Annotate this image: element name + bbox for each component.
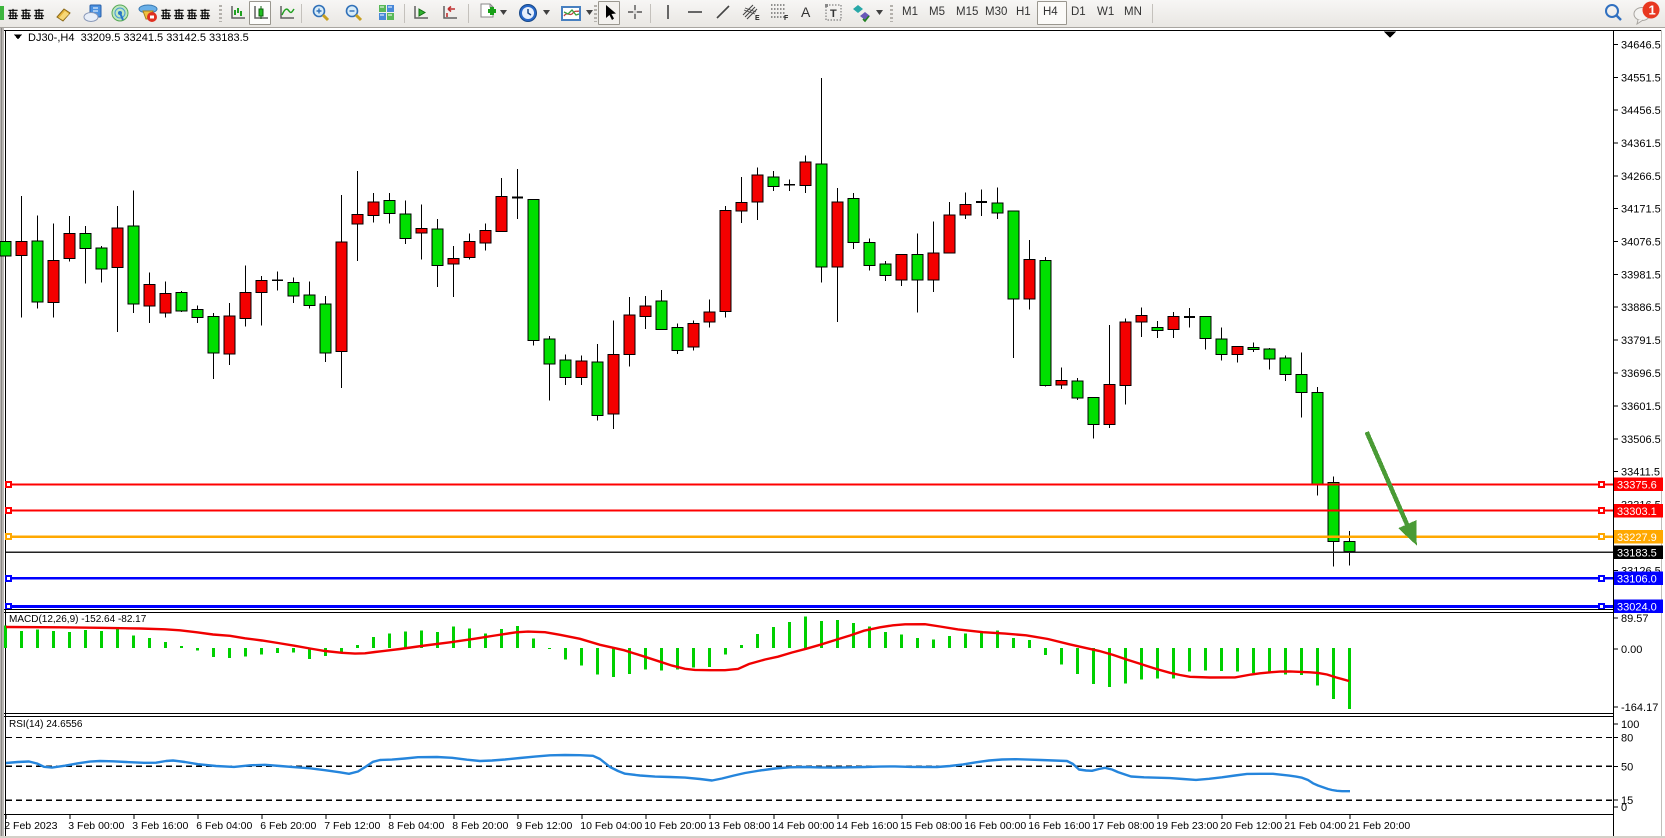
svg-text:17 Feb 08:00: 17 Feb 08:00 xyxy=(1092,820,1154,832)
svg-text:33981.5: 33981.5 xyxy=(1621,269,1661,281)
svg-text:33696.5: 33696.5 xyxy=(1621,368,1661,380)
svg-text:15: 15 xyxy=(1621,795,1633,807)
svg-text:0: 0 xyxy=(1621,802,1627,814)
svg-text:3 Feb 16:00: 3 Feb 16:00 xyxy=(132,820,188,832)
svg-text:10 Feb 04:00: 10 Feb 04:00 xyxy=(580,820,642,832)
svg-text:16 Feb 16:00: 16 Feb 16:00 xyxy=(1028,820,1090,832)
svg-text:33886.5: 33886.5 xyxy=(1621,302,1661,314)
svg-text:MACD(12,26,9) -152.64 -82.17: MACD(12,26,9) -152.64 -82.17 xyxy=(9,614,147,625)
svg-text:33411.5: 33411.5 xyxy=(1621,467,1660,479)
svg-text:15 Feb 08:00: 15 Feb 08:00 xyxy=(900,820,962,832)
svg-text:14 Feb 16:00: 14 Feb 16:00 xyxy=(836,820,898,832)
svg-text:34646.5: 34646.5 xyxy=(1621,39,1661,51)
svg-text:34456.5: 34456.5 xyxy=(1621,105,1661,117)
svg-text:21 Feb 04:00: 21 Feb 04:00 xyxy=(1284,820,1346,832)
svg-text:33227.9: 33227.9 xyxy=(1617,532,1657,544)
svg-text:10 Feb 20:00: 10 Feb 20:00 xyxy=(644,820,706,832)
svg-text:33183.5: 33183.5 xyxy=(1617,548,1657,560)
svg-text:33303.1: 33303.1 xyxy=(1617,506,1657,518)
svg-text:34361.5: 34361.5 xyxy=(1621,138,1661,150)
svg-text:33024.0: 33024.0 xyxy=(1617,602,1657,614)
svg-text:F: F xyxy=(784,15,789,22)
svg-text:89.57: 89.57 xyxy=(1621,613,1649,625)
svg-text:100: 100 xyxy=(1621,719,1639,731)
svg-text:33106.0: 33106.0 xyxy=(1617,574,1657,586)
svg-text:13 Feb 08:00: 13 Feb 08:00 xyxy=(708,820,770,832)
svg-text:9 Feb 12:00: 9 Feb 12:00 xyxy=(516,820,572,832)
svg-text:14 Feb 00:00: 14 Feb 00:00 xyxy=(772,820,834,832)
svg-text:34551.5: 34551.5 xyxy=(1621,72,1661,84)
svg-text:-164.17: -164.17 xyxy=(1621,702,1658,714)
svg-text:RSI(14) 24.6556: RSI(14) 24.6556 xyxy=(9,719,83,730)
svg-text:33506.5: 33506.5 xyxy=(1621,434,1661,446)
svg-text:E: E xyxy=(755,15,760,22)
svg-text:3 Feb 00:00: 3 Feb 00:00 xyxy=(68,820,124,832)
svg-text:0.00: 0.00 xyxy=(1621,644,1642,656)
svg-text:80: 80 xyxy=(1621,733,1633,745)
svg-text:20 Feb 12:00: 20 Feb 12:00 xyxy=(1220,820,1282,832)
svg-text:21 Feb 20:00: 21 Feb 20:00 xyxy=(1348,820,1410,832)
svg-text:8 Feb 04:00: 8 Feb 04:00 xyxy=(388,820,444,832)
svg-text:33375.6: 33375.6 xyxy=(1617,480,1657,492)
svg-text:19 Feb 23:00: 19 Feb 23:00 xyxy=(1156,820,1218,832)
svg-text:6 Feb 20:00: 6 Feb 20:00 xyxy=(260,820,316,832)
svg-text:T: T xyxy=(830,8,837,20)
svg-text:50: 50 xyxy=(1621,761,1633,773)
svg-text:16 Feb 00:00: 16 Feb 00:00 xyxy=(964,820,1026,832)
svg-text:2 Feb 2023: 2 Feb 2023 xyxy=(4,820,57,832)
svg-text:34266.5: 34266.5 xyxy=(1621,171,1661,183)
svg-text:1: 1 xyxy=(1649,3,1656,18)
svg-text:33791.5: 33791.5 xyxy=(1621,335,1661,347)
svg-text:8 Feb 20:00: 8 Feb 20:00 xyxy=(452,820,508,832)
svg-text:34171.5: 34171.5 xyxy=(1621,204,1661,216)
svg-text:DJ30-,H4 33209.5 33241.5 3314: DJ30-,H4 33209.5 33241.5 33142.5 33183.5 xyxy=(28,32,249,44)
svg-text:33601.5: 33601.5 xyxy=(1621,401,1661,413)
svg-text:34076.5: 34076.5 xyxy=(1621,237,1661,249)
svg-text:6 Feb 04:00: 6 Feb 04:00 xyxy=(196,820,252,832)
svg-text:7 Feb 12:00: 7 Feb 12:00 xyxy=(324,820,380,832)
